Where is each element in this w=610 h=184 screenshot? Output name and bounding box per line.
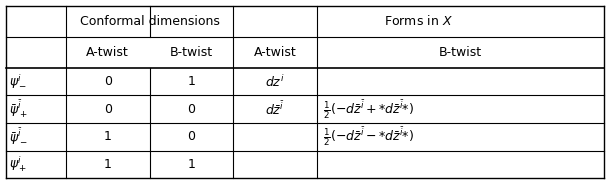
Text: 0: 0 <box>187 130 195 144</box>
Text: 0: 0 <box>187 103 195 116</box>
Text: $\psi^i_+$: $\psi^i_+$ <box>9 155 27 174</box>
Text: 0: 0 <box>104 103 112 116</box>
Text: A-twist: A-twist <box>87 46 129 59</box>
Text: Conformal dimensions: Conformal dimensions <box>80 15 220 28</box>
Text: $\bar{\psi}^{\bar{i}}_+$: $\bar{\psi}^{\bar{i}}_+$ <box>9 99 27 120</box>
Text: B-twist: B-twist <box>439 46 482 59</box>
Text: 1: 1 <box>187 158 195 171</box>
Text: A-twist: A-twist <box>254 46 296 59</box>
Text: $\bar{\psi}^{\bar{i}}_-$: $\bar{\psi}^{\bar{i}}_-$ <box>9 127 27 147</box>
Text: $d\bar{z}^{\bar{i}}$: $d\bar{z}^{\bar{i}}$ <box>265 100 285 118</box>
Text: 0: 0 <box>104 75 112 88</box>
Text: $dz^i$: $dz^i$ <box>265 74 285 90</box>
Text: B-twist: B-twist <box>170 46 213 59</box>
Text: Forms in $X$: Forms in $X$ <box>384 14 453 28</box>
Text: $\psi^i_-$: $\psi^i_-$ <box>9 72 27 91</box>
Text: 1: 1 <box>187 75 195 88</box>
Text: $\frac{1}{2}(-d\bar{z}^{\bar{i}} - {*}d\bar{z}^{\bar{i}}{*})$: $\frac{1}{2}(-d\bar{z}^{\bar{i}} - {*}d\… <box>323 126 414 148</box>
Text: $\frac{1}{2}(-d\bar{z}^{\bar{i}} + {*}d\bar{z}^{\bar{i}}{*})$: $\frac{1}{2}(-d\bar{z}^{\bar{i}} + {*}d\… <box>323 98 414 121</box>
Text: 1: 1 <box>104 130 112 144</box>
Text: 1: 1 <box>104 158 112 171</box>
